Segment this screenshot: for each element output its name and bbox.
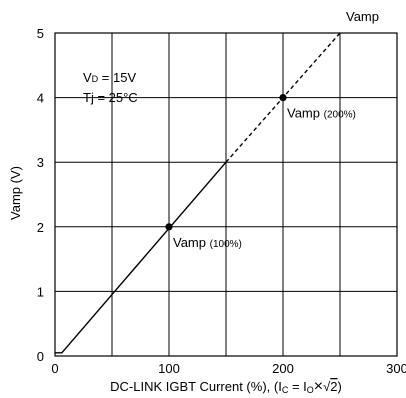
- x-axis-title: DC-LINK IGBT Current (%), (IC = IO×√2): [110, 378, 342, 395]
- series-line-solid: [55, 161, 227, 354]
- condition-tj: Tj = 25°C: [83, 90, 138, 105]
- data-point-label: Vamp (200%): [287, 106, 356, 121]
- x-tick-label: 200: [272, 361, 294, 376]
- y-tick-label: 0: [37, 349, 44, 364]
- data-point: [279, 94, 287, 102]
- markers: Vamp (100%) Vamp (200%): [165, 94, 356, 250]
- data-point-label: Vamp (100%): [173, 235, 242, 250]
- y-tick-label: 5: [37, 26, 44, 41]
- grid: [55, 33, 397, 356]
- x-tick-label: 300: [386, 361, 406, 376]
- series-label: Vamp: [346, 9, 379, 24]
- x-tick-label: 100: [158, 361, 180, 376]
- plot-frame: [54, 32, 398, 357]
- condition-vd: VD = 15V: [83, 70, 136, 85]
- data-point: [165, 223, 173, 231]
- x-tick-label: 0: [51, 361, 58, 376]
- y-tick-label: 1: [37, 284, 44, 299]
- y-tick-label: 4: [37, 91, 44, 106]
- axis-ticks: 0 100 200 300 0 1 2 3 4 5: [37, 26, 406, 376]
- y-tick-label: 2: [37, 220, 44, 235]
- y-tick-label: 3: [37, 155, 44, 170]
- y-axis-title: Vamp (V): [8, 166, 23, 220]
